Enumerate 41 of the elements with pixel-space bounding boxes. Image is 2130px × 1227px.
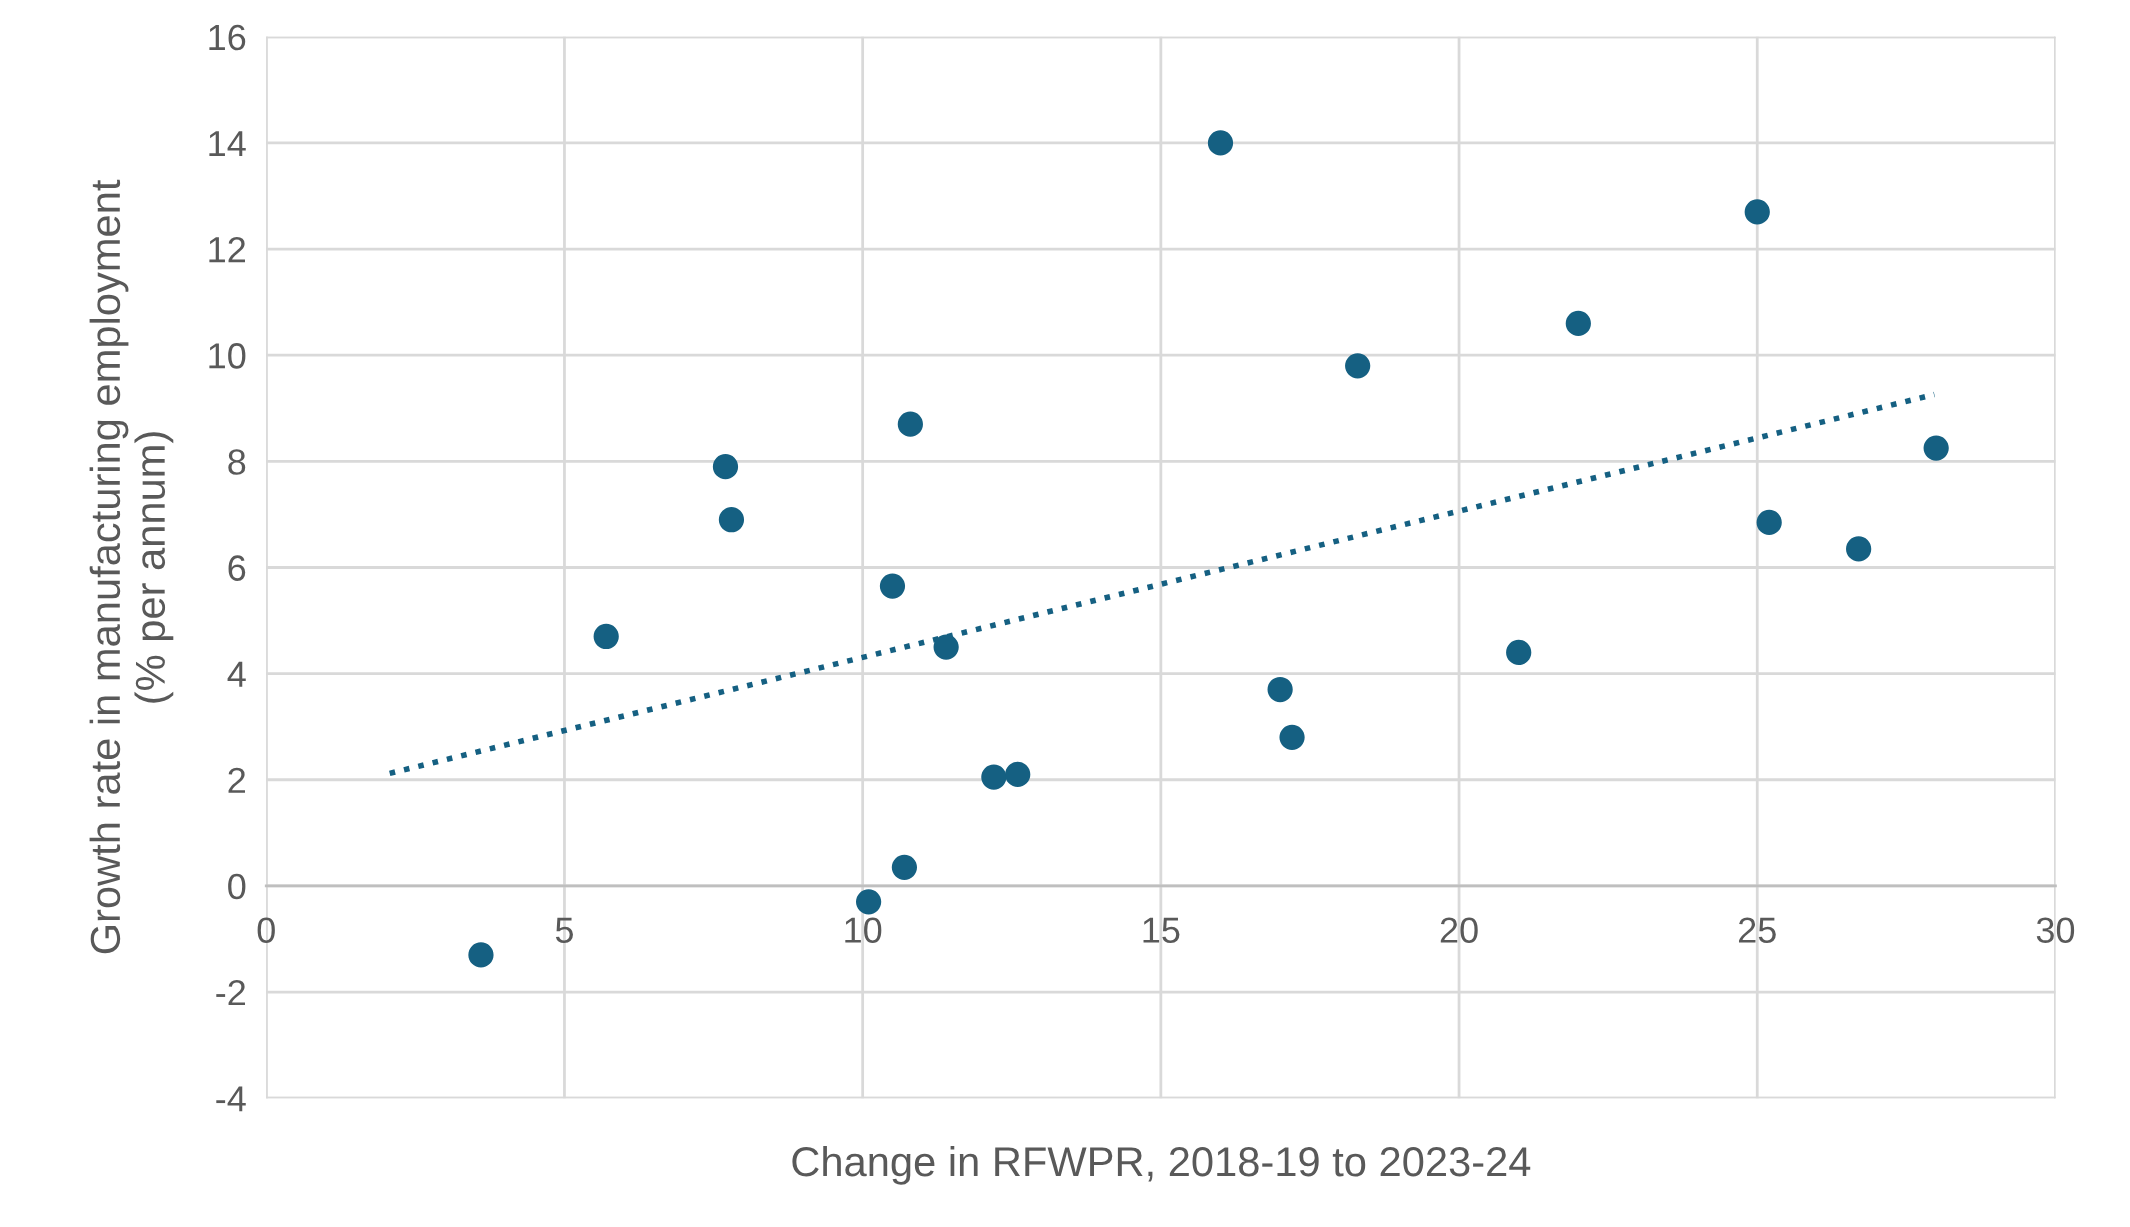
point <box>1345 353 1371 379</box>
y-tick-label: -2 <box>216 979 245 1006</box>
point <box>891 854 918 880</box>
y-tick-label: 14 <box>209 131 246 157</box>
point <box>1923 435 1949 461</box>
x-tick-label: 5 <box>555 917 573 943</box>
y-tick-label: 2 <box>228 767 245 793</box>
point <box>1005 761 1031 788</box>
point <box>1744 199 1770 225</box>
point <box>593 623 619 650</box>
point <box>897 411 923 437</box>
y-tick-label: 0 <box>228 873 246 900</box>
y-tick-label: 16 <box>209 24 246 51</box>
y-axis-title: Growth rate in manufacturing employment (% per annum) <box>89 179 174 954</box>
y-tick-label: 8 <box>228 449 246 475</box>
x-tick-label: 20 <box>1440 917 1478 943</box>
y-tick-label: 10 <box>209 343 246 369</box>
x-tick-label: 0 <box>257 917 275 943</box>
point <box>1207 130 1234 156</box>
x-tick-label: 10 <box>845 917 882 943</box>
point <box>1279 724 1305 750</box>
x-axis-title: Change in RFWPR, 2018-19 to 2023-24 <box>792 1145 1531 1185</box>
point <box>856 889 882 915</box>
point <box>981 764 1007 790</box>
x-tick-label: 25 <box>1738 917 1776 943</box>
x-tick-label: 15 <box>1143 917 1180 943</box>
point <box>933 634 959 660</box>
point <box>879 573 906 599</box>
point <box>1756 509 1782 535</box>
point <box>1565 310 1591 336</box>
y-tick-label: 12 <box>209 236 245 263</box>
x-tick-label: 30 <box>2036 917 2075 943</box>
point <box>1846 536 1872 562</box>
y-tick-label: 6 <box>228 555 246 581</box>
point <box>712 454 739 480</box>
point <box>1267 676 1293 703</box>
y-tick-label: -4 <box>216 1086 246 1112</box>
point <box>1506 639 1532 666</box>
point <box>718 507 745 533</box>
y-tick-label: 4 <box>227 661 246 687</box>
point <box>468 942 494 968</box>
